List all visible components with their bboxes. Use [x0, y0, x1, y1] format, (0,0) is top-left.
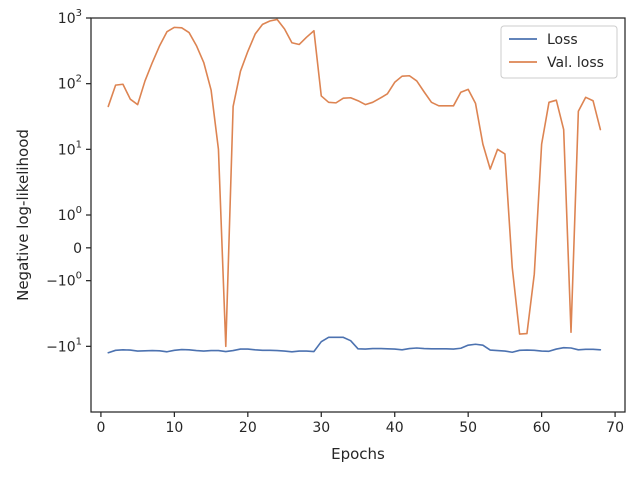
y-tick-label: 103 — [58, 8, 82, 27]
x-axis-label: Epochs — [331, 445, 385, 463]
legend-label: Loss — [547, 32, 578, 48]
series-line-val-loss — [107, 18, 602, 348]
x-tick-label: 70 — [606, 420, 624, 436]
x-tick-label: 0 — [96, 420, 105, 436]
x-tick-label: 50 — [459, 420, 477, 436]
y-tick-label: −100 — [46, 271, 82, 290]
x-axis: 0 10 20 30 40 50 60 70 — [96, 412, 624, 436]
y-tick-label: 100 — [58, 205, 82, 224]
y-axis-label: Negative log-likelihood — [14, 129, 32, 301]
legend: Loss Val. loss — [500, 25, 618, 79]
x-tick-label: 40 — [386, 420, 404, 436]
y-tick-label: −101 — [46, 336, 82, 355]
x-tick-label: 10 — [165, 420, 183, 436]
series-line-loss — [107, 336, 602, 354]
y-tick-label: 101 — [58, 139, 82, 158]
y-axis: 103 102 101 100 0 −100 −101 — [46, 8, 91, 355]
x-tick-label: 20 — [239, 420, 257, 436]
legend-label: Val. loss — [547, 55, 604, 71]
x-tick-label: 60 — [533, 420, 551, 436]
x-tick-label: 30 — [312, 420, 330, 436]
y-tick-label: 0 — [73, 241, 82, 257]
plot-area — [107, 18, 602, 354]
y-tick-label: 102 — [58, 74, 82, 93]
